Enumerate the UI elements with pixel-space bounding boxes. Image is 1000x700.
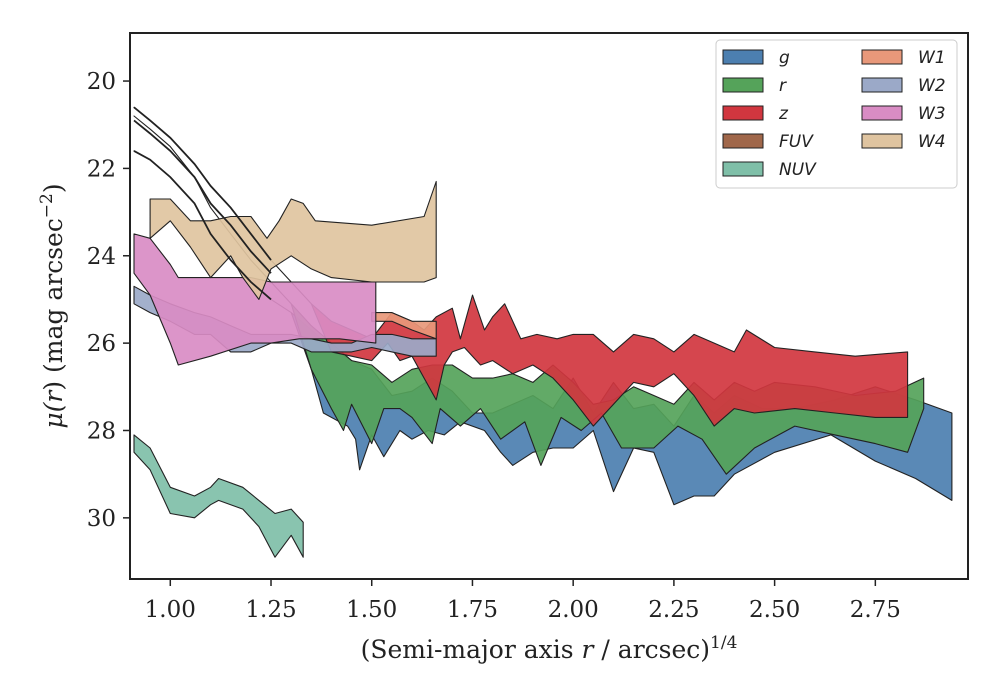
legend-label-w3: W3 (918, 104, 946, 124)
y-axis-label-part-3: ) (mag arcsec (39, 218, 68, 391)
legend-swatch-w1 (861, 49, 903, 65)
y-axis-label-var: r (39, 389, 68, 403)
x-axis-label-part-1: (Semi-major axis (361, 635, 582, 664)
legend-label-w1: W1 (918, 48, 946, 68)
plot-frame (129, 32, 969, 580)
x-tick-label: 1.00 (145, 597, 196, 623)
legend-label-z: z (778, 104, 789, 124)
x-axis-label-part-3: / arcsec) (593, 635, 710, 664)
legend-label-nuv: NUV (779, 160, 817, 180)
x-tick-label: 1.50 (346, 597, 397, 623)
series-band-w4 (149, 180, 437, 300)
legend-label-g: g (779, 48, 790, 68)
legend-swatch-z (722, 105, 764, 121)
y-tick-label: 20 (87, 69, 116, 95)
legend-swatch-g (722, 49, 764, 65)
y-tick-label: 24 (87, 244, 116, 270)
legend-swatch-w3 (861, 105, 903, 121)
legend-swatch-w2 (861, 77, 903, 93)
legend-swatch-nuv (722, 161, 764, 177)
legend-swatch-fuv (722, 133, 764, 149)
y-axis-label-close: ) (39, 183, 68, 193)
y-axis-ticks: 20 22 24 26 28 30 (87, 69, 130, 532)
y-tick-label: 28 (87, 418, 116, 444)
x-tick-label: 1.25 (245, 597, 296, 623)
legend-label-r: r (779, 76, 787, 96)
x-axis-label-var: r (582, 635, 596, 664)
x-tick-label: 2.75 (850, 597, 901, 623)
legend-box (715, 39, 958, 189)
y-axis-label-mu: μ( (39, 401, 68, 428)
y-tick-label: 30 (87, 506, 116, 532)
x-tick-label: 2.50 (749, 597, 800, 623)
x-tick-label: 1.75 (447, 597, 498, 623)
dark-lines-layer (133, 106, 272, 301)
series-band-w3 (133, 233, 377, 366)
legend-label-w2: W2 (918, 76, 946, 96)
profile-line-1 (133, 106, 272, 261)
x-axis-ticks: 1.00 1.25 1.50 1.75 2.00 2.25 2.50 2.75 (145, 579, 901, 623)
y-tick-label: 26 (87, 331, 116, 357)
profile-line-2 (133, 119, 272, 274)
x-axis-label: (Semi-major axis r / arcsec)1/4 (361, 633, 738, 664)
series-band-r (133, 115, 925, 475)
series-band-nuv (133, 434, 304, 558)
legend: grz FUV NUV W1 W2 W3 W4 (715, 39, 958, 189)
x-tick-label: 2.25 (648, 597, 699, 623)
profile-line-3 (133, 150, 272, 301)
legend-label-w4: W4 (918, 132, 946, 152)
series-layer (133, 106, 953, 558)
x-axis-label-exponent: 1/4 (710, 633, 737, 653)
x-tick-label: 2.00 (548, 597, 599, 623)
y-axis-label-exponent: −2 (37, 193, 57, 218)
legend-swatch-w4 (861, 133, 903, 149)
legend-label-fuv: FUV (779, 132, 814, 152)
y-tick-label: 22 (87, 156, 116, 182)
legend-swatch-r (722, 77, 764, 93)
y-axis-label: μ(r) (mag arcsec−2) (37, 183, 68, 428)
